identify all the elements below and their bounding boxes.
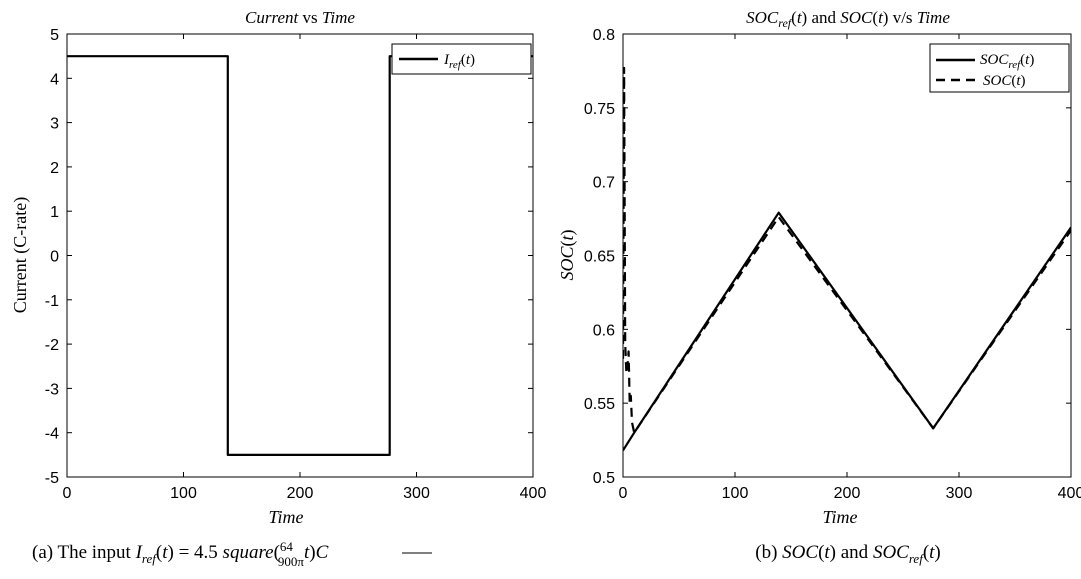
y-tick-label: 0.8 [593,27,615,44]
chart-b-y-label: SOC(t) [557,229,578,280]
y-tick-label: 0.7 [593,175,615,192]
x-tick-label: 300 [946,485,973,502]
chart-b-legend-label-ref: SOCref(t) [980,52,1034,71]
y-tick-label: -2 [45,337,59,354]
y-tick-label: -1 [45,293,59,310]
y-tick-label: 0.75 [584,101,615,118]
y-tick-label: -3 [45,381,59,398]
chart-a-title: Current vs Time [245,8,355,27]
x-tick-label: 100 [722,485,749,502]
series-line-current [67,55,533,456]
caption-a: (a) The input Iref(t) = 4.5 square(64 900… [32,539,329,569]
y-tick-label: 5 [50,27,59,44]
chart-a-legend-label: Iref(t) [443,52,475,71]
x-tick-label: 200 [287,485,314,502]
chart-b-axes-box [622,33,1072,478]
x-tick-label: 400 [1058,485,1081,502]
y-tick-label: 0.5 [593,470,615,487]
chart-b-title: SOCref(t) and SOC(t) v/s Time [746,8,950,30]
y-tick-label: 0.65 [584,249,615,266]
y-tick-label: -4 [45,426,59,443]
chart-a-y-ticks: -5 -4 -3 -2 -1 0 1 2 3 4 5 [45,27,533,487]
series-line-soc [623,66,1071,434]
chart-a-series [67,55,533,456]
y-tick-label: 0.6 [593,322,615,339]
x-tick-label: 300 [403,485,430,502]
x-tick-label: 100 [170,485,197,502]
panel-current: Current vs Time -5 -4 -3 -2 -1 0 1 2 3 4 5 0 100 200… [10,8,546,569]
y-tick-label: 1 [50,204,59,221]
chart-b-y-ticks: 0.5 0.55 0.6 0.65 0.7 0.75 0.8 [584,27,1071,487]
chart-b-series [623,66,1071,451]
y-tick-label: 2 [50,160,59,177]
y-tick-label: 3 [50,116,59,133]
x-tick-label: 400 [520,485,547,502]
chart-a-x-ticks: 0 100 200 300 400 [63,34,547,502]
caption-b: (b) SOC(t) and SOCref(t) [755,542,941,566]
chart-a-y-label: Current (C-rate) [10,197,31,313]
x-tick-label: 200 [834,485,861,502]
y-tick-label: 0 [50,249,59,266]
y-tick-label: -5 [45,470,59,487]
chart-a-x-label: Time [268,507,303,527]
chart-b-x-label: Time [822,507,857,527]
series-line-soc-ref [623,211,1071,451]
chart-b-legend-label-soc: SOC(t) [983,73,1026,89]
x-tick-label: 0 [63,485,72,502]
y-tick-label: 0.55 [584,396,615,413]
chart-b-x-ticks: 0 100 200 300 400 [619,34,1081,502]
panel-soc: SOCref(t) and SOC(t) v/s Time 0.5 0.55 0.6… [557,8,1081,566]
chart-b-legend: SOCref(t) SOC(t) [929,43,1070,93]
x-tick-label: 0 [619,485,628,502]
chart-a-axes-box [66,33,534,478]
chart-a-legend: Iref(t) [391,43,532,75]
y-tick-label: 4 [50,71,59,88]
